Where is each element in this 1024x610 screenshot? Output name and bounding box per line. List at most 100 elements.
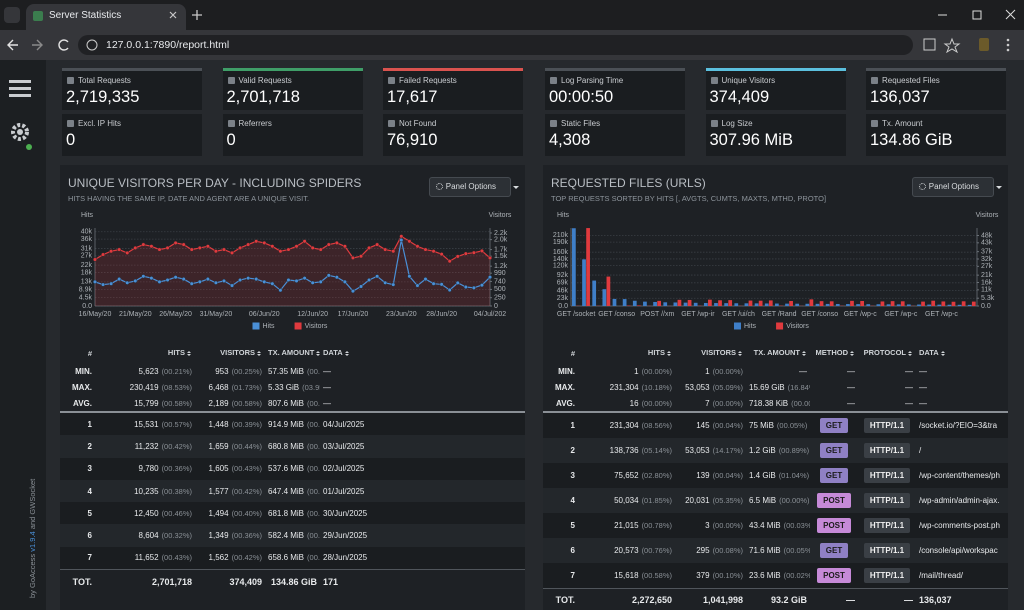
panel-options-button[interactable]: Panel Options (911, 177, 1003, 197)
stat-icon (388, 77, 395, 84)
bar (896, 304, 901, 306)
cell-text: 02/Jul/2025 (323, 464, 365, 474)
data-row[interactable]: 7 11,652 (00.43%) 1,562 (00.42%) 658.6 MiB (00… (60, 546, 525, 570)
cell-value: 71.6 MiB (749, 546, 781, 555)
data-row[interactable]: 3 75,652 (02.80%) 139 (00.04%) 1.4 GiB (01.04%… (543, 463, 1008, 488)
data-row[interactable]: 2 138,736 (05.14%) 53,053 (14.17%) 1.2 GiB (00… (543, 438, 1008, 463)
data-row[interactable]: 2 11,232 (00.42%) 1,659 (00.44%) 680.8 MiB (00… (60, 435, 525, 458)
data-point (455, 280, 460, 285)
column-header[interactable]: TX. AMOUNT (746, 343, 810, 363)
data-point (93, 279, 98, 284)
site-info[interactable] (86, 39, 98, 51)
column-header[interactable]: VISITORS (195, 343, 265, 363)
stat-label: Log Parsing Time (561, 76, 624, 85)
cell: 2,701,718 (95, 569, 195, 594)
bar (967, 304, 972, 306)
y-tick-label: 31k (81, 245, 93, 252)
data-point (479, 248, 484, 253)
column-header[interactable]: DATA (916, 343, 1008, 363)
cell-value: 681.8 MiB (268, 508, 305, 518)
y2-tick-label: 1.7k (494, 246, 508, 253)
data-row[interactable]: 1 15,531 (00.57%) 1,448 (00.39%) 914.9 MiB (00… (60, 410, 525, 436)
data-row[interactable]: 4 10,235 (00.38%) 1,577 (00.42%) 647.4 MiB (00… (60, 479, 525, 503)
badge: GET (819, 443, 849, 458)
cell-text: — (847, 398, 855, 408)
data-row[interactable]: 6 8,604 (00.32%) 1,349 (00.36%) 582.4 MiB (00.… (60, 524, 525, 547)
column-header[interactable]: PROTOCOL (858, 343, 916, 363)
cell: GET (810, 538, 858, 563)
column-header[interactable]: # (543, 343, 578, 363)
panel-options-button[interactable]: Panel Options (428, 177, 520, 197)
column-header[interactable]: HITS (95, 343, 195, 363)
badge: GET (819, 418, 849, 433)
window-controls[interactable] (935, 8, 1020, 22)
column-header[interactable]: # (60, 343, 95, 363)
cell: 43.4 MiB(00.03%) (746, 513, 810, 538)
bar (835, 303, 840, 306)
data-row[interactable]: 6 20,573 (00.76%) 295 (00.08%) 71.6 MiB (00.05… (543, 538, 1008, 563)
back-button[interactable] (7, 39, 18, 51)
tab-search-button[interactable] (4, 7, 20, 23)
menu-dot[interactable] (1006, 38, 1010, 42)
cell-percent: (00.58%) (161, 398, 192, 408)
x-tick-label: GET /wp-c (925, 311, 958, 318)
active-tab[interactable] (26, 4, 186, 30)
close-window[interactable] (1005, 9, 1016, 20)
data-row[interactable]: 4 50,034 (01.85%) 20,031 (05.35%) 6.5 MiB (00.… (543, 488, 1008, 513)
version-link[interactable]: v1.9.4 (28, 531, 37, 552)
cell: POST (810, 563, 858, 589)
cell-percent: (00.58%) (641, 571, 672, 580)
column-header[interactable]: DATA (320, 343, 525, 363)
tab-close[interactable] (168, 10, 178, 20)
bar (876, 304, 881, 306)
cell-value: 5,623 (138, 366, 159, 376)
bar (846, 304, 850, 306)
extension-icon[interactable] (979, 38, 989, 51)
cell-percent: (08.56%) (641, 421, 672, 430)
cell-text: 29/Jun/2025 (323, 531, 368, 541)
data-point (189, 247, 194, 252)
column-header[interactable]: METHOD (810, 343, 858, 363)
bookmark-icon[interactable] (943, 37, 961, 53)
sort-icon (850, 350, 855, 358)
cell-text: — (846, 595, 855, 605)
y2-tick-label: 740 (494, 278, 506, 285)
data-row[interactable]: 521,015(00.78%)3(00.00%)43.4 MiB(00.03%)… (543, 513, 1008, 538)
cell-value: 379 (696, 571, 710, 580)
bar (917, 304, 921, 306)
url[interactable]: 127.0.0.1:7890/report.html (106, 39, 230, 51)
translate-icon[interactable] (923, 38, 936, 51)
data-row[interactable]: 5 12,450 (00.46%) 1,494 (00.40%) 681.8 MiB (00… (60, 502, 525, 525)
data-row[interactable]: 3 9,780 (00.36%) 1,605 (00.43%) 537.6 MiB (00.… (60, 457, 525, 480)
cell: 3 (60, 457, 95, 480)
data-point (278, 288, 283, 293)
forward-button[interactable] (32, 39, 43, 51)
cell-text: 1 (570, 421, 575, 430)
restore[interactable] (972, 10, 982, 20)
bar (632, 300, 637, 306)
bar (825, 303, 830, 306)
settings-gear[interactable] (11, 123, 29, 141)
bar (612, 298, 617, 306)
new-tab[interactable] (191, 9, 203, 21)
stat-value: 2,719,335 (66, 88, 140, 106)
omnibox[interactable] (78, 35, 913, 55)
cell: 53,053 (05.09%) (675, 379, 746, 395)
menu-bar[interactable] (9, 80, 31, 83)
cell-value: 139 (696, 471, 710, 480)
data-row[interactable]: 7 15,618 (00.58%) 379 (00.10%) 23.6 MiB (00.02… (543, 563, 1008, 589)
column-header[interactable]: TX. AMOUNT (265, 343, 320, 363)
data-row[interactable]: 1 231,304 (08.56%) 145 (00.04%) 75 MiB (00.05%… (543, 411, 1008, 438)
data-point (270, 281, 275, 286)
stat-icon (550, 120, 557, 127)
cell: 1,659 (00.44%) (195, 435, 265, 458)
column-header[interactable]: HITS (578, 343, 675, 363)
stat-icon (710, 77, 718, 84)
badge: POST (817, 493, 851, 508)
reload-button[interactable] (58, 39, 69, 51)
gear-hub (17, 129, 23, 135)
data-point (165, 277, 170, 282)
stat-value: 134.86 GiB (870, 131, 953, 149)
stat-icon (871, 120, 878, 127)
column-header[interactable]: VISITORS (675, 343, 746, 363)
